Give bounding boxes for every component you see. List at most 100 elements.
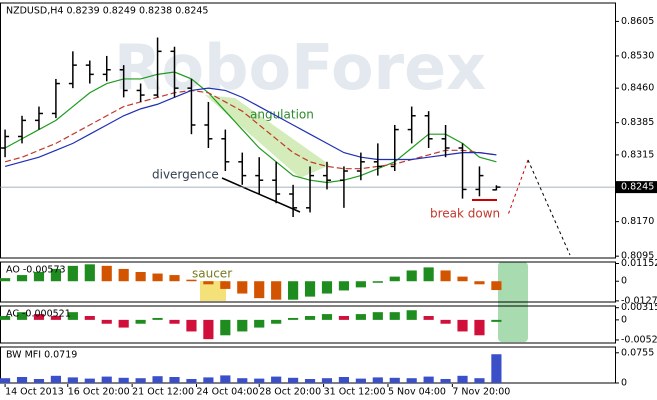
bar <box>254 319 265 328</box>
bar <box>50 375 61 383</box>
y-tick-label: 0.003156 <box>621 302 657 313</box>
bar <box>440 270 451 282</box>
y-tick-label: 0.8315 <box>621 149 654 160</box>
y-tick-label: 0.01152 <box>621 258 657 269</box>
bar <box>203 281 214 285</box>
y-tick-label: 0 <box>621 276 627 287</box>
bar <box>372 312 383 320</box>
bar <box>457 276 468 282</box>
bar <box>186 379 197 383</box>
divergence-line <box>221 177 301 213</box>
bar <box>406 270 417 282</box>
y-tick-label: 0.8530 <box>621 50 654 61</box>
watermark: RoboForex <box>114 31 486 104</box>
moving-average <box>4 87 497 167</box>
angulation-band <box>205 95 330 178</box>
bar <box>152 317 163 320</box>
x-tick-label: 14 Oct 2013 <box>5 387 64 398</box>
bar <box>457 375 468 383</box>
bar <box>118 319 129 328</box>
bar <box>0 278 11 282</box>
bar <box>84 316 95 320</box>
bar <box>271 281 282 300</box>
bar <box>406 378 417 383</box>
bar <box>406 310 417 320</box>
bar <box>220 281 231 289</box>
bar <box>440 319 451 324</box>
bar <box>355 314 366 320</box>
bar <box>474 319 485 336</box>
bar <box>186 319 197 332</box>
bar <box>33 379 45 383</box>
y-tick-label: 0 <box>621 378 627 389</box>
bar <box>186 279 197 282</box>
panel-frame <box>0 305 616 344</box>
bar <box>423 267 434 282</box>
bar <box>304 379 316 383</box>
annotation: divergence <box>152 168 219 182</box>
annotation: angulation <box>250 108 314 122</box>
bar <box>288 281 299 300</box>
current-price-label: 0.8245 <box>621 182 654 193</box>
bar <box>355 378 366 383</box>
x-tick-label: 21 Oct 12:00 <box>132 387 194 398</box>
bar <box>491 354 502 383</box>
y-tick-label: 0.8385 <box>621 117 654 128</box>
bar <box>118 268 129 282</box>
bar <box>355 281 366 288</box>
x-tick-label: 7 Nov 20:00 <box>452 387 510 398</box>
bar <box>321 378 333 383</box>
bar <box>254 378 265 383</box>
bar <box>84 378 95 383</box>
annotation: break down <box>430 207 500 221</box>
moving-average <box>4 71 497 184</box>
bar <box>440 379 451 383</box>
bar <box>0 378 11 383</box>
saucer-highlight <box>200 281 226 301</box>
bar <box>271 376 282 383</box>
bar <box>389 377 400 383</box>
panel-title: AO -0.00573 <box>6 265 66 276</box>
bar <box>237 378 248 383</box>
bar <box>135 272 146 282</box>
bar <box>304 281 316 297</box>
bar <box>423 376 434 383</box>
bar <box>457 319 468 332</box>
y-tick-label: 0.8605 <box>621 16 654 27</box>
bar <box>84 264 95 282</box>
bar <box>288 317 299 320</box>
bar <box>118 377 129 383</box>
forecast-black <box>527 159 571 256</box>
bar <box>50 316 61 320</box>
bar <box>169 377 180 383</box>
bar <box>321 314 333 320</box>
bar <box>152 376 163 383</box>
bar <box>203 319 214 340</box>
bar <box>338 316 350 320</box>
chart-title: NZDUSD,H4 0.8239 0.8249 0.8238 0.8245 <box>6 6 208 17</box>
x-tick-label: 16 Oct 20:00 <box>68 387 130 398</box>
bar <box>271 319 282 324</box>
forecast-red <box>507 159 529 216</box>
bar <box>254 281 265 299</box>
bar <box>389 312 400 320</box>
x-tick-label: 24 Oct 04:00 <box>197 387 259 398</box>
panel-title: AC -0.000521 <box>6 309 71 320</box>
bar <box>101 376 112 383</box>
bar <box>169 275 180 282</box>
x-tick-label: 5 Nov 04:00 <box>388 387 446 398</box>
panel-title: BW MFI 0.0719 <box>6 350 77 361</box>
y-tick-label: 0.0755 <box>621 347 654 358</box>
bar <box>338 281 350 291</box>
bar <box>101 319 112 324</box>
y-tick-label: 0.8170 <box>621 216 654 227</box>
bar <box>203 377 214 383</box>
y-tick-label: -0.00521 <box>621 334 657 345</box>
bar <box>50 268 61 282</box>
bar <box>491 319 502 322</box>
bar <box>33 272 45 282</box>
panel-frame <box>0 2 616 259</box>
bar <box>304 316 316 320</box>
